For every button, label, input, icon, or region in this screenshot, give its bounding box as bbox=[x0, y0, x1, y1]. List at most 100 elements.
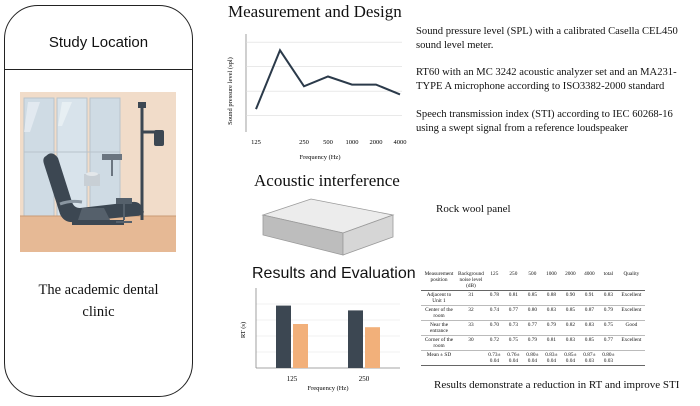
table-cell: 0.79 bbox=[527, 337, 538, 343]
clinic-label-line1: The academic dental bbox=[38, 282, 159, 298]
table-header-cell: Quality bbox=[623, 271, 640, 277]
sti-description: Speech transmission index (STI) accordin… bbox=[416, 109, 673, 134]
table-cell: 0.91 bbox=[584, 292, 595, 298]
table-cell: Good bbox=[625, 322, 638, 328]
rt-bar bbox=[293, 324, 308, 368]
table-header-cell: 250 bbox=[509, 271, 518, 277]
table-cell: 0.85 bbox=[527, 292, 538, 298]
table-cell: Excellent bbox=[621, 292, 642, 298]
table-cell: 0.78 bbox=[489, 292, 500, 298]
rt-bar bbox=[348, 310, 363, 368]
results-table-header: Measurement position Background noise lev… bbox=[421, 270, 645, 291]
table-footer-cell: 0.83± 0.04 bbox=[545, 352, 558, 364]
spl-x-tick-label: 500 bbox=[323, 139, 333, 146]
spl-y-axis-label: Sound pressure level (spl) bbox=[227, 57, 234, 125]
spl-x-tick-label: 4000 bbox=[394, 139, 407, 146]
spl-x-tick-label: 2000 bbox=[370, 139, 383, 146]
table-cell: 0.74 bbox=[489, 307, 500, 313]
table-cell: Adjacent to Unit 1 bbox=[426, 292, 452, 304]
table-footer-cell: 0.87± 0.03 bbox=[583, 352, 596, 364]
dental-clinic-illustration bbox=[20, 92, 176, 252]
table-cell: 0.73 bbox=[508, 322, 519, 328]
table-cell: 0.83 bbox=[546, 307, 557, 313]
table-cell: 0.82 bbox=[565, 322, 576, 328]
spl-line-chart: Sound pressure level (spl) 125 250 500 1000… bbox=[227, 34, 407, 161]
table-row: Adjacent to Unit 1 31 0.78 0.81 0.85 0.88 0.90… bbox=[421, 291, 645, 306]
table-row: Corner of the room 30 0.72 0.75 0.79 0.81 0.83… bbox=[421, 336, 645, 351]
table-header-cell: 1000 bbox=[546, 271, 557, 277]
table-cell: 0.70 bbox=[489, 322, 500, 328]
table-cell: 0.85 bbox=[584, 337, 595, 343]
acoustic-heading: Acoustic interference bbox=[254, 171, 400, 190]
results-table-footer: Mean ± SD 0.73± 0.04 0.76± 0.04 0.80± 0.04 0… bbox=[421, 351, 645, 366]
results-table: Measurement position Background noise lev… bbox=[421, 270, 645, 366]
rt-x-tick-label: 250 bbox=[359, 375, 370, 383]
spl-description: Sound pressure level (SPL) with a calibr… bbox=[416, 26, 678, 51]
table-cell: 32 bbox=[468, 307, 474, 313]
table-cell: 0.77 bbox=[508, 307, 519, 313]
table-cell: 0.83 bbox=[584, 322, 595, 328]
clinic-label: The academic dental clinic bbox=[4, 279, 193, 323]
spl-series-line bbox=[255, 48, 401, 110]
table-cell: Center of the room bbox=[425, 307, 453, 319]
table-cell: 0.77 bbox=[603, 337, 614, 343]
table-footer-cell: 0.80± 0.04 bbox=[526, 352, 539, 364]
table-cell: 0.88 bbox=[546, 292, 557, 298]
table-cell: 0.79 bbox=[546, 322, 557, 328]
results-table-container: Measurement position Background noise lev… bbox=[421, 270, 675, 366]
table-footer-cell bbox=[618, 351, 645, 366]
table-cell: 0.87 bbox=[584, 307, 595, 313]
table-header-cell: 125 bbox=[490, 271, 499, 277]
results-conclusion: Results demonstrate a reduction in RT an… bbox=[434, 379, 680, 391]
table-cell: 0.90 bbox=[565, 292, 576, 298]
table-cell: 33 bbox=[468, 322, 474, 328]
study-location-title: Study Location bbox=[48, 34, 149, 51]
table-cell: 31 bbox=[468, 292, 474, 298]
table-header-cell: 500 bbox=[528, 271, 537, 277]
table-cell: 0.80 bbox=[527, 307, 538, 313]
spl-x-tick-label: 1000 bbox=[346, 139, 359, 146]
table-cell: 0.83 bbox=[565, 337, 576, 343]
table-cell: 0.72 bbox=[489, 337, 500, 343]
rt-x-tick-label: 125 bbox=[287, 375, 298, 383]
spl-grid bbox=[246, 41, 402, 116]
table-header-cell: 2000 bbox=[565, 271, 576, 277]
table-cell: 30 bbox=[468, 337, 474, 343]
table-footer-cell bbox=[457, 351, 485, 366]
rt-bar-chart: RT (s) 125 250 Frequency (Hz) bbox=[240, 288, 400, 392]
table-cell: Excellent bbox=[621, 307, 642, 313]
panel-divider bbox=[4, 69, 193, 70]
results-heading: Results and Evaluation bbox=[252, 265, 416, 282]
study-location-panel bbox=[4, 5, 193, 397]
table-cell: 0.83 bbox=[603, 292, 614, 298]
results-table-body: Adjacent to Unit 1 31 0.78 0.81 0.85 0.88 0.90… bbox=[421, 291, 645, 351]
rock-wool-panel-label: Rock wool panel bbox=[436, 203, 511, 215]
rt-bar bbox=[276, 305, 291, 368]
rt-bars bbox=[276, 305, 380, 368]
spl-x-ticks: 125 250 500 1000 2000 4000 bbox=[251, 139, 406, 146]
rt60-description: RT60 with an MC 3242 acoustic analyzer s… bbox=[416, 67, 677, 92]
table-header-cell: Background noise level (dB) bbox=[458, 271, 484, 289]
table-cell: 0.79 bbox=[603, 307, 614, 313]
table-cell: Near the entrance bbox=[429, 322, 449, 334]
table-row: Near the entrance 33 0.70 0.73 0.77 0.79 0.82 0… bbox=[421, 321, 645, 336]
table-footer-cell: 0.85± 0.04 bbox=[564, 352, 577, 364]
table-cell: 0.75 bbox=[603, 322, 614, 328]
clinic-label-line2: clinic bbox=[82, 304, 115, 320]
table-cell: 0.81 bbox=[508, 292, 519, 298]
table-header-cell: Measurement position bbox=[424, 271, 454, 283]
rt-bar bbox=[365, 327, 380, 368]
table-cell: Corner of the room bbox=[424, 337, 454, 349]
table-footer-cell: 0.73± 0.04 bbox=[488, 352, 501, 364]
table-header-cell: 4000 bbox=[584, 271, 595, 277]
table-footer-cell: 0.80± 0.03 bbox=[602, 352, 615, 364]
table-cell: Excellent bbox=[621, 337, 642, 343]
table-header-cell: total bbox=[603, 271, 614, 277]
rt-x-ticks: 125 250 bbox=[287, 375, 370, 383]
spl-x-tick-label: 125 bbox=[251, 139, 261, 146]
table-cell: 0.77 bbox=[527, 322, 538, 328]
table-footer-cell: Mean ± SD bbox=[426, 352, 452, 358]
rock-wool-panel-illustration bbox=[261, 198, 395, 256]
spl-x-tick-label: 250 bbox=[299, 139, 309, 146]
table-row: Center of the room 32 0.74 0.77 0.80 0.83 0.85… bbox=[421, 306, 645, 321]
